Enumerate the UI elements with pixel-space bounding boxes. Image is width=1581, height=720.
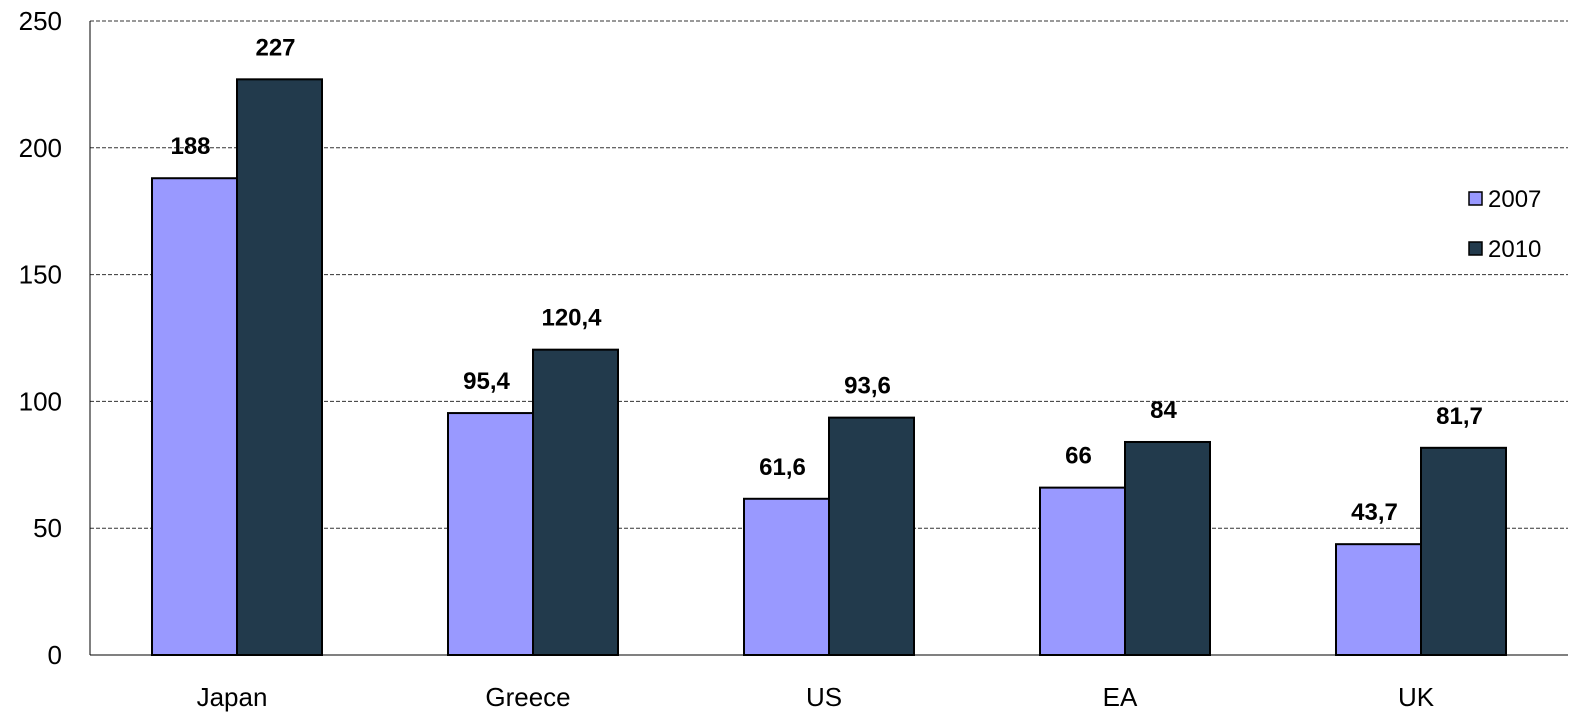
legend: 2007 2010 [1468, 186, 1541, 263]
legend-swatch [1468, 241, 1483, 256]
data-label: 43,7 [1351, 499, 1398, 526]
data-label: 188 [170, 133, 210, 160]
legend-label: 2007 [1488, 186, 1541, 213]
bar-2010-uk [1420, 446, 1507, 656]
bar-2010-japan [236, 78, 323, 656]
y-tick-label: 150 [19, 260, 62, 290]
bar-2010-greece [532, 348, 619, 656]
x-tick-label: US [806, 682, 842, 712]
data-label: 93,6 [844, 373, 891, 400]
bar-2007-japan [151, 177, 238, 656]
y-axis: 0 50 100 150 200 250 [19, 6, 91, 670]
bar-2010-us [828, 416, 915, 656]
x-axis: Japan Greece US EA UK [90, 654, 1568, 712]
legend-swatch [1468, 191, 1483, 206]
x-tick-label: Greece [485, 682, 570, 712]
y-tick-label: 0 [48, 640, 62, 670]
x-tick-label: Japan [197, 682, 268, 712]
x-tick-label: UK [1398, 682, 1435, 712]
bar-2010-ea [1124, 440, 1211, 657]
y-tick-label: 50 [33, 513, 62, 543]
data-label: 81,7 [1436, 403, 1483, 430]
bars [151, 78, 1507, 657]
bar-2007-greece [447, 412, 534, 657]
bar-2007-ea [1039, 486, 1126, 656]
x-tick-label: EA [1103, 682, 1138, 712]
data-label: 84 [1150, 397, 1177, 424]
data-label: 95,4 [463, 368, 510, 395]
data-labels: 188 227 95,4 120,4 61,6 93,6 66 84 43,7 81,7 [170, 34, 1482, 526]
y-tick-label: 100 [19, 386, 62, 416]
bar-2007-us [743, 497, 830, 657]
y-tick-label: 200 [19, 133, 62, 163]
legend-label: 2010 [1488, 236, 1541, 263]
data-label: 227 [255, 34, 295, 61]
gridlines [90, 20, 1568, 529]
y-tick-label: 250 [19, 6, 62, 36]
bar-2007-uk [1335, 543, 1422, 657]
data-label: 61,6 [759, 454, 806, 481]
data-label: 66 [1065, 443, 1092, 470]
data-label: 120,4 [541, 305, 602, 332]
